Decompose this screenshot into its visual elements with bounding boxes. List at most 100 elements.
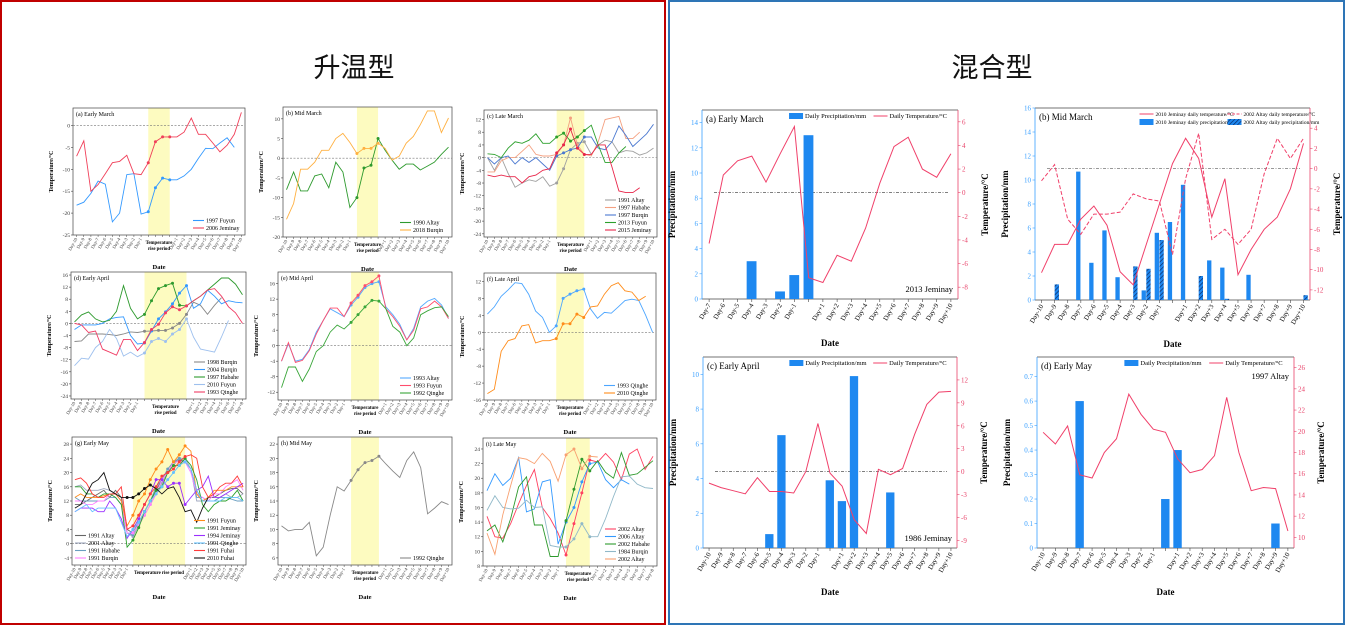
y-tick-label-left: 0 <box>1030 545 1034 553</box>
legend-item: 1992 Qinghe <box>400 391 445 397</box>
series-marker <box>555 151 559 155</box>
x-tick-label: Day-9 <box>73 400 83 413</box>
x-tick-label: Day+6 <box>220 400 231 414</box>
legend-swatch <box>1139 119 1154 125</box>
x-tick-label: Day+1 <box>811 303 826 323</box>
y-tick-label: -8 <box>476 181 481 187</box>
series-marker <box>356 313 360 317</box>
x-axis-label: Date <box>1164 339 1182 349</box>
y-axis-label: Temperature/°C <box>47 480 54 522</box>
series-marker <box>154 485 158 489</box>
chart-title: (b) Mid March <box>286 110 322 117</box>
y-tick-label: -24 <box>61 394 69 400</box>
series-marker <box>564 553 568 557</box>
y-tick-label: -10 <box>63 167 71 173</box>
y-axis-label: Temperature/°C <box>48 151 55 193</box>
chart-title: (f) Late April <box>487 276 519 283</box>
x-tick-label: Day-2 <box>535 238 545 251</box>
rise-period-label: Temperature <box>565 572 592 577</box>
legend-label: 1997 Fuyun <box>206 219 235 225</box>
x-tick-label: Day+6 <box>412 566 423 580</box>
x-tick-label: Day+4 <box>398 566 409 580</box>
x-tick-label: Day-7 <box>502 567 512 580</box>
x-axis-label: Date <box>564 429 577 436</box>
station-annotation: 2013 Jeminay <box>906 284 954 294</box>
legend-label: 1992 Qinghe <box>413 391 445 397</box>
x-tick-label: Day-10 <box>697 551 714 573</box>
chart-title: (c) Early April <box>707 361 760 371</box>
series-marker <box>568 322 572 326</box>
series-marker <box>131 495 135 499</box>
legend-label: Daily Precipitation/mm <box>805 113 866 120</box>
legend-label: 1991 Altay <box>618 198 645 204</box>
series-marker <box>177 481 181 485</box>
series-marker <box>143 340 146 344</box>
x-tick-label: Day+4 <box>398 401 409 415</box>
series-marker <box>555 135 559 139</box>
x-tick-label: Day-7 <box>294 401 304 414</box>
y-tick-label-right: 18 <box>1298 449 1306 457</box>
legend-item: 1991 Fuhai <box>194 549 235 555</box>
series-marker <box>582 140 586 144</box>
chart-title: (i) Late May <box>486 441 516 448</box>
legend-item: Daily Precipitation/mm <box>789 360 867 367</box>
x-tick-label: Day-3 <box>107 566 117 579</box>
series-marker <box>166 478 170 482</box>
series-marker <box>362 146 366 150</box>
rise-period-shade <box>566 438 590 566</box>
legend-label: 1993 Qinghe <box>617 384 649 390</box>
legend-label: 1991 Altay <box>88 534 115 540</box>
series-marker <box>143 351 146 355</box>
y-tick-label-left: 4 <box>695 245 699 253</box>
legend-item: 1991 Altay <box>605 198 645 204</box>
series-marker <box>377 454 381 458</box>
series-marker <box>143 312 146 316</box>
legend-label: 2002 Altay <box>618 557 645 563</box>
x-tick-label: Day-2 <box>329 566 339 579</box>
series-marker <box>148 499 152 503</box>
y-tick-label-right: 16 <box>1298 470 1306 478</box>
x-tick-label: Day-9 <box>280 401 290 414</box>
y-tick-label-left: 4 <box>696 475 700 483</box>
x-tick-label: Day+3 <box>194 566 205 580</box>
series-marker <box>177 460 181 464</box>
rise-period-label: rise period <box>354 412 376 417</box>
series-marker <box>562 131 566 135</box>
x-tick-label: Day-10 <box>66 566 78 581</box>
precip-bar <box>1054 284 1059 300</box>
x-tick-label: Day-6 <box>301 566 311 579</box>
x-tick-label: Day+9 <box>433 238 444 252</box>
y-tick-label: 8 <box>65 297 68 303</box>
series-marker <box>148 503 152 507</box>
x-tick-label: Day-9 <box>285 238 295 251</box>
chart-a-left: -25-20-15-10-50Day-10Day-9Day-8Day-7Day-… <box>48 107 246 271</box>
precip-bar <box>1246 274 1251 300</box>
series-marker <box>363 461 367 465</box>
y-tick-label: 24 <box>64 456 70 462</box>
series-marker <box>150 340 153 344</box>
series-line <box>74 459 244 534</box>
chart-c-left: -24-20-16-12-8-404812Day-10Day-9Day-8Day… <box>459 109 658 273</box>
x-tick-label: Day-3 <box>119 236 129 249</box>
x-tick-label: Day-1 <box>336 401 346 414</box>
temperature-line <box>1041 133 1304 255</box>
legend-label: 1993 Altay <box>413 376 440 382</box>
series-marker <box>154 492 158 496</box>
y-tick-label: 8 <box>478 130 481 136</box>
x-tick-label: Day+5 <box>405 401 416 415</box>
series-marker <box>172 460 175 464</box>
y-tick-label: 8 <box>272 313 275 319</box>
x-tick-label: Day-6 <box>510 567 520 580</box>
chart-d-left: -24-20-16-12-8-40481216Day-10Day-9Day-8D… <box>46 271 247 435</box>
chart-f-left: -16-12-8-404812Day-10Day-9Day-8Day-7Day-… <box>459 272 657 436</box>
x-tick-label: Day-6 <box>507 401 517 414</box>
x-tick-label: Day+6 <box>628 567 639 581</box>
series-marker <box>564 453 568 457</box>
y-tick-label-right: 14 <box>1298 491 1306 499</box>
series-line <box>74 457 244 549</box>
series-marker <box>168 178 172 182</box>
x-tick-label: Day-2 <box>534 401 544 414</box>
y-tick-label-right: 2 <box>962 166 966 174</box>
y-tick-label-right: -6 <box>1314 226 1320 234</box>
y-tick-label: -12 <box>61 358 69 364</box>
